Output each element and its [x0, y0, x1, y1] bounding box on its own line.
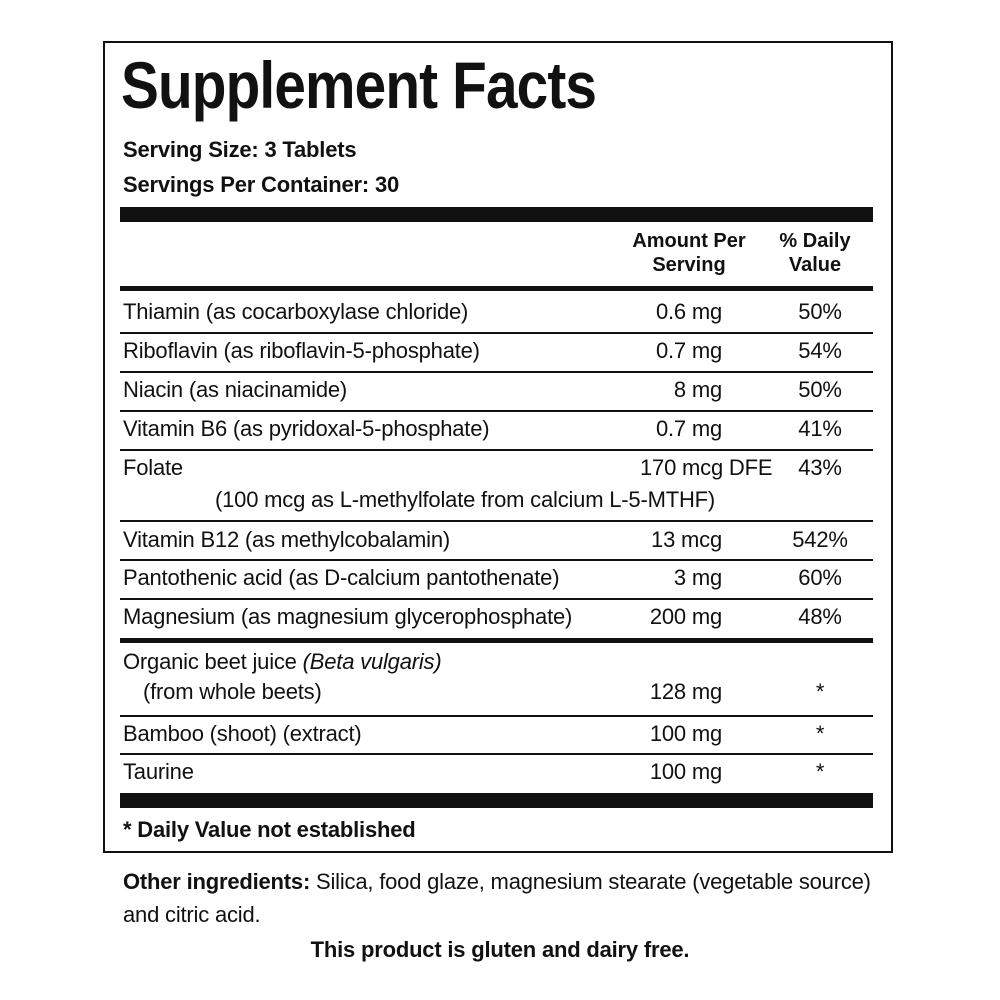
- ingredient-name: Bamboo (shoot) (extract): [123, 721, 362, 747]
- row-divider: [120, 715, 873, 717]
- servings-per-container: Servings Per Container: 30: [123, 172, 400, 197]
- amount: 0.7 mg: [655, 416, 722, 441]
- row-divider: [120, 638, 873, 643]
- serving-size: Serving Size: 3 Tablets: [123, 137, 357, 162]
- ingredient-name-italic: (Beta vulgaris): [302, 649, 442, 674]
- daily-value: *: [815, 679, 825, 704]
- title: Supplement Facts: [121, 48, 597, 122]
- amount: 200 mg: [649, 604, 722, 629]
- row-divider: [120, 753, 873, 755]
- row-divider: [120, 410, 873, 412]
- daily-value: 50%: [798, 299, 842, 324]
- facts-box: [103, 41, 893, 853]
- amount: 13 mcg: [651, 527, 722, 552]
- column-header: Amount Per Serving: [632, 230, 746, 276]
- ingredient-name: Pantothenic acid (as D-calcium pantothen…: [123, 565, 560, 591]
- daily-value: 60%: [798, 565, 842, 590]
- ingredient-name: Thiamin (as cocarboxylase chloride): [123, 299, 468, 325]
- other-ingredients-label: Other ingredients:: [123, 869, 311, 894]
- row-divider: [120, 449, 873, 451]
- daily-value: 48%: [798, 604, 842, 629]
- ingredient-name: Magnesium (as magnesium glycerophosphate…: [123, 604, 572, 630]
- ingredient-name-text: Vitamin B12 (as methylcobalamin): [123, 527, 451, 552]
- footnote: * Daily Value not established: [123, 817, 416, 842]
- row-divider: [120, 371, 873, 373]
- ingredient-name-text: Vitamin B6 (as pyridoxal-5-phosphate): [123, 416, 490, 441]
- daily-value: *: [815, 721, 825, 746]
- ingredient-name-text: Thiamin (as cocarboxylase chloride): [123, 299, 469, 324]
- ingredient-name-text: Riboflavin (as riboflavin-5-phosphate): [123, 338, 480, 363]
- ingredient-name: Riboflavin (as riboflavin-5-phosphate): [123, 338, 480, 364]
- divider: [120, 286, 873, 291]
- row-divider: [120, 332, 873, 334]
- statement: This product is gluten and dairy free.: [310, 937, 690, 962]
- daily-value: 542%: [792, 527, 848, 552]
- amount: 100 mg: [649, 759, 722, 784]
- row-divider: [120, 598, 873, 600]
- ingredient-name-text: Pantothenic acid (as D-calcium pantothen…: [123, 565, 560, 590]
- divider: [120, 207, 873, 222]
- amount: 100 mg: [649, 721, 722, 746]
- amount: 0.7 mg: [655, 338, 722, 363]
- amount: 3 mg: [673, 565, 722, 590]
- other-ingredients-text: Silica, food glaze, magnesium stearate (…: [123, 869, 871, 927]
- daily-value: 50%: [798, 377, 842, 402]
- ingredient-note: (from whole beets): [143, 679, 322, 704]
- ingredient-name-text: Folate: [123, 455, 183, 480]
- amount: 170 mcg DFE: [640, 455, 773, 480]
- ingredient-name: Vitamin B12 (as methylcobalamin): [123, 527, 450, 553]
- ingredient-name-text: Bamboo (shoot) (extract): [123, 721, 362, 746]
- row-divider: [120, 520, 873, 522]
- daily-value: *: [815, 759, 825, 784]
- row-divider: [120, 559, 873, 561]
- divider: [120, 793, 873, 808]
- ingredient-name-text: Niacin (as niacinamide): [123, 377, 348, 402]
- column-header: % Daily Value: [779, 230, 851, 276]
- ingredient-name: Organic beet juice (Beta vulgaris): [123, 649, 442, 675]
- ingredient-name-text: Taurine: [123, 759, 194, 784]
- ingredient-name-text: Magnesium (as magnesium glycerophosphate…: [123, 604, 573, 629]
- other-ingredients: Other ingredients: Silica, food glaze, m…: [123, 865, 883, 931]
- daily-value: 41%: [798, 416, 842, 441]
- ingredient-name-text: Organic beet juice: [123, 649, 297, 674]
- amount: 128 mg: [649, 679, 722, 704]
- ingredient-name: Folate: [123, 455, 183, 481]
- ingredient-name: Niacin (as niacinamide): [123, 377, 347, 403]
- ingredient-name: Taurine: [123, 759, 194, 785]
- amount: 8 mg: [673, 377, 722, 402]
- daily-value: 54%: [798, 338, 842, 363]
- daily-value: 43%: [798, 455, 842, 480]
- amount: 0.6 mg: [655, 299, 722, 324]
- ingredient-note: (100 mcg as L-methylfolate from calcium …: [215, 487, 715, 512]
- ingredient-name: Vitamin B6 (as pyridoxal-5-phosphate): [123, 416, 490, 442]
